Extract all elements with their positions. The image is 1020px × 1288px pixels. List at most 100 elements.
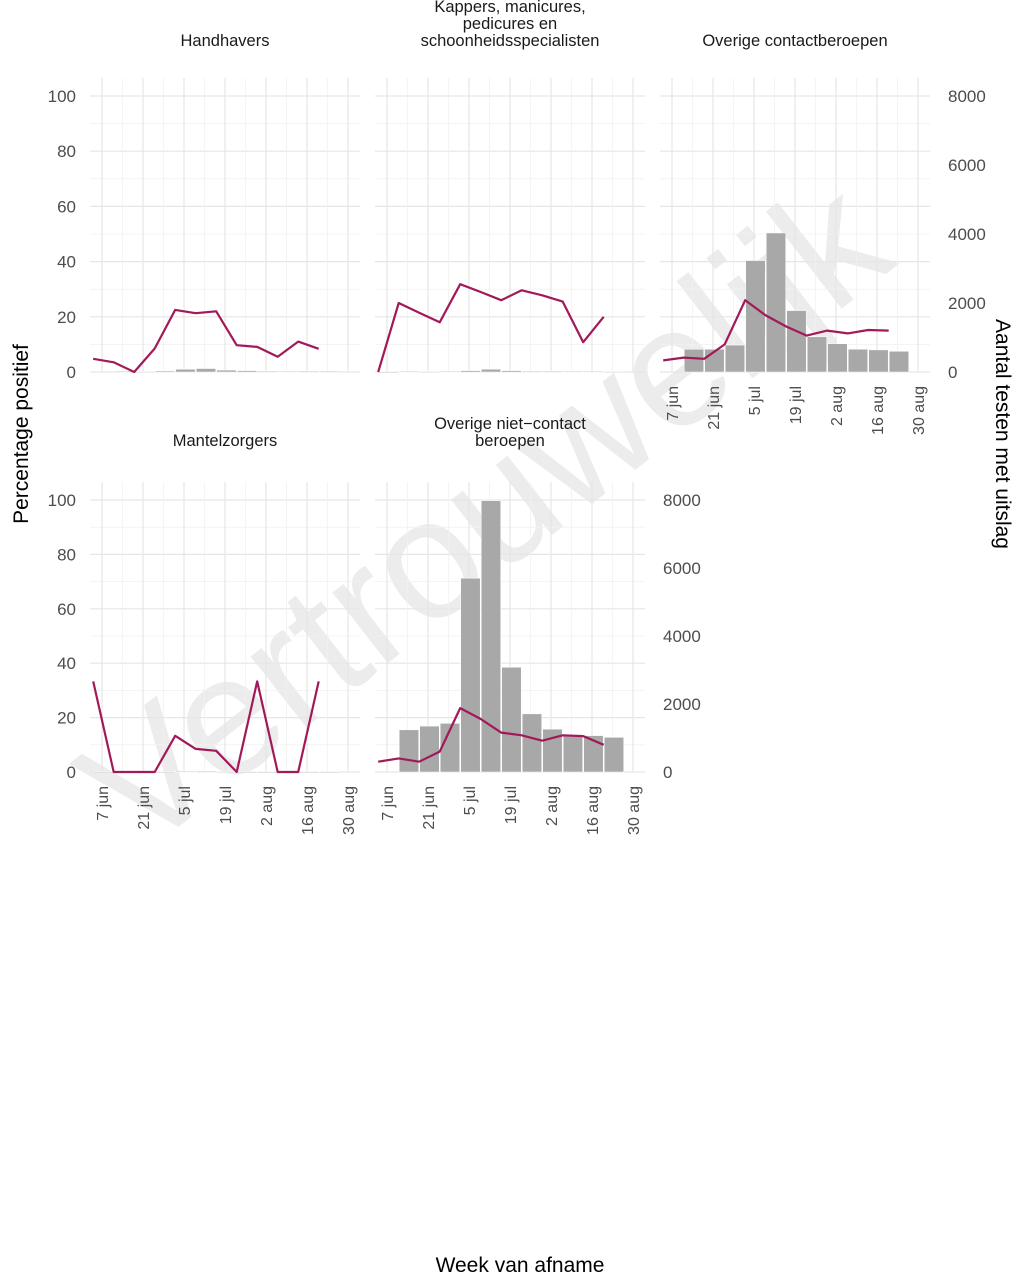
line-percent-positive (92, 680, 320, 774)
y-tick-label-right: 0 (948, 363, 957, 382)
bar-tests (847, 348, 868, 373)
bar-tests (786, 310, 807, 373)
x-tick-label: 30 aug (626, 786, 643, 835)
y-tick-label-right: 6000 (663, 559, 701, 578)
bar-tests (501, 370, 522, 373)
bar-tests (195, 368, 216, 373)
bar-tests (175, 771, 196, 773)
bar-tests (298, 771, 319, 773)
x-tick-label: 21 jun (706, 386, 723, 430)
bar-tests (562, 734, 583, 773)
x-tick-label: 21 jun (421, 786, 438, 830)
panel-4: Mantelzorgers 0 20 40 60 80 100 7 jun 21 jun 5 ju… (48, 432, 360, 835)
bar-tests (236, 370, 257, 373)
x-tick-label: 30 aug (341, 786, 358, 835)
bar-tests (195, 770, 216, 773)
y-tick-label-right: 6000 (948, 156, 986, 175)
bar-tests (480, 500, 501, 773)
bar-tests (398, 371, 419, 373)
y-tick-label-left: 80 (57, 545, 76, 564)
y-tick-label-left: 20 (57, 709, 76, 728)
bar-tests (154, 771, 175, 773)
panel-title: Kappers, manicures, (434, 0, 585, 16)
y-tick-label-left: 100 (48, 491, 76, 510)
bar-tests (542, 371, 563, 373)
y-tick-label-right: 4000 (948, 225, 986, 244)
bar-tests (236, 771, 257, 773)
bar-tests (460, 577, 481, 773)
bar-tests (257, 370, 278, 373)
bar-tests (318, 771, 339, 773)
y-axis-right-title: Aantal testen met uitslag (991, 319, 1014, 549)
panel-2: Kappers, manicures,pedicures enschoonhei… (375, 0, 645, 373)
y-tick-label-right: 4000 (663, 627, 701, 646)
y-tick-label-left: 60 (57, 197, 76, 216)
x-tick-label: 19 jul (503, 786, 520, 824)
x-tick-label: 2 aug (544, 786, 561, 826)
x-tick-label: 7 jun (95, 786, 112, 821)
bar-tests (398, 729, 419, 773)
bar-tests (154, 370, 175, 373)
bar-tests (603, 737, 624, 773)
panel-3: Overige contactberoepen 0 2000 4000 6000 8000… (660, 32, 986, 435)
x-tick-label: 21 jun (136, 786, 153, 830)
panel-1: Handhavers 0 20 40 60 80 100 (48, 32, 360, 382)
y-tick-label-left: 20 (57, 308, 76, 327)
bar-tests (583, 735, 604, 773)
bar-tests (93, 771, 114, 773)
x-tick-label: 19 jul (788, 386, 805, 424)
x-tick-label: 30 aug (911, 386, 928, 435)
bar-tests (868, 349, 889, 373)
line-percent-positive (377, 283, 605, 373)
x-tick-label: 7 jun (380, 786, 397, 821)
y-tick-label-left: 60 (57, 600, 76, 619)
x-tick-label: 16 aug (300, 786, 317, 835)
bar-tests (460, 370, 481, 373)
panel-title: Mantelzorgers (173, 432, 278, 450)
bar-tests (439, 723, 460, 773)
bar-tests (888, 351, 909, 373)
bar-tests (521, 370, 542, 373)
panel-5: Overige niet−contactberoepen 0 2000 4000 600… (375, 415, 701, 835)
x-tick-label: 7 jun (665, 386, 682, 421)
y-axis-left-title: Percentage positief (10, 344, 33, 524)
bar-tests (378, 371, 399, 373)
x-tick-label: 2 aug (259, 786, 276, 826)
line-percent-positive (378, 706, 605, 763)
y-tick-label-left: 80 (57, 142, 76, 161)
bar-tests (277, 371, 298, 373)
x-tick-label: 19 jul (218, 786, 235, 824)
bar-tests (298, 370, 319, 373)
y-tick-label-left: 40 (57, 654, 76, 673)
x-tick-label: 16 aug (585, 786, 602, 835)
bar-tests (724, 344, 745, 373)
panel-title: Overige niet−contact (434, 415, 586, 433)
bar-tests (318, 371, 339, 373)
bar-tests (603, 371, 624, 373)
x-tick-label: 2 aug (829, 386, 846, 426)
bar-tests (683, 348, 704, 373)
bar-tests (521, 713, 542, 773)
panel-title: schoonheidsspecialisten (421, 32, 600, 50)
bar-tests (562, 371, 583, 373)
panel-title: Overige contactberoepen (702, 32, 887, 50)
bar-tests (745, 260, 766, 373)
bar-tests (134, 371, 155, 373)
bar-tests (257, 771, 278, 773)
bar-tests (419, 371, 440, 373)
bar-tests (827, 343, 848, 373)
y-tick-label-left: 0 (67, 763, 76, 782)
bar-tests (806, 336, 827, 373)
y-tick-label-right: 2000 (948, 294, 986, 313)
bar-tests (583, 371, 604, 373)
y-tick-label-right: 2000 (663, 695, 701, 714)
bar-tests (439, 371, 460, 373)
y-tick-label-left: 100 (48, 87, 76, 106)
x-axis-title: Week van afname (436, 1254, 605, 1277)
x-tick-label: 5 jul (462, 786, 479, 815)
bar-tests (501, 667, 522, 773)
x-tick-label: 16 aug (870, 386, 887, 435)
bar-tests (419, 725, 440, 773)
bar-tests (216, 369, 237, 373)
